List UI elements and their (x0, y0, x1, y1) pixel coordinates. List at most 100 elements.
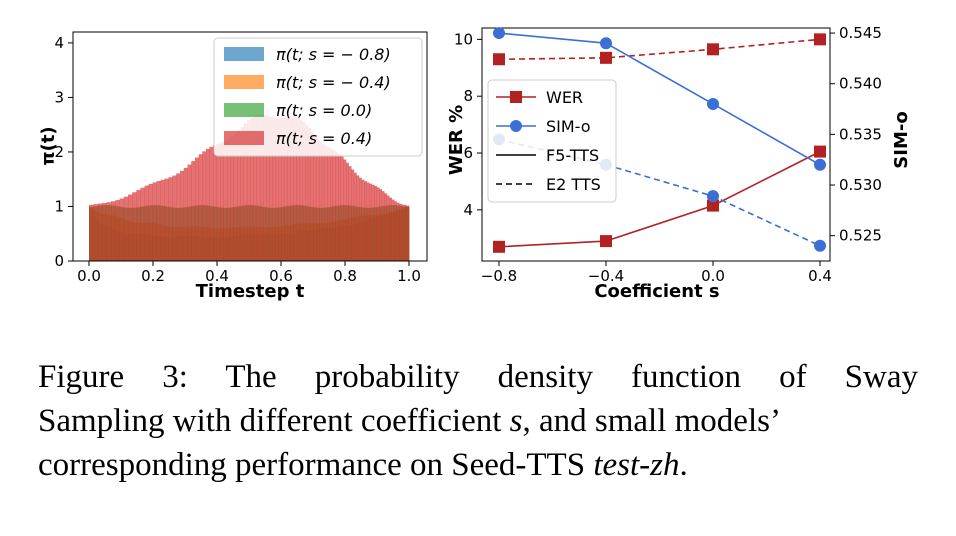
histogram-plot-frame (72, 31, 428, 262)
histogram-bar (332, 150, 336, 261)
histogram-bar (396, 202, 400, 261)
line-marker-circle (707, 97, 719, 110)
histogram-bar (209, 146, 214, 261)
histogram-y-tick-label: 3 (54, 88, 64, 106)
histogram-legend-label: π(t; s = − 0.8) (276, 45, 391, 64)
histogram-legend-swatch (224, 103, 264, 117)
histogram-bar (307, 128, 312, 261)
histogram-bar (381, 191, 385, 261)
histogram-series-3 (89, 114, 410, 262)
histogram-bar (290, 116, 294, 262)
caption-text-1: The probability density function of Sway (225, 359, 918, 395)
histogram-bar (243, 123, 248, 261)
line-legend-label: SIM-o (546, 117, 591, 136)
histogram-bar (194, 157, 199, 261)
histogram-bar (384, 193, 388, 261)
caption-text-3a: corresponding performance on Seed-TTS (38, 447, 594, 483)
caption-variable-s: s (509, 403, 523, 439)
histogram-bar (335, 151, 339, 261)
histogram-bar (223, 140, 228, 261)
histogram-bar (319, 141, 323, 261)
histogram-bar (358, 177, 362, 261)
line-marker-circle (493, 27, 505, 40)
histogram-bar (136, 189, 141, 261)
line-marker-square (707, 43, 719, 56)
histogram-bar (305, 124, 309, 261)
histogram-bar (93, 204, 99, 261)
histogram-bar (361, 179, 365, 261)
histogram-bar (313, 135, 317, 261)
caption-line-3: corresponding performance on Seed-TTS te… (38, 443, 918, 487)
histogram-bar (371, 184, 375, 261)
histogram-bar (391, 199, 395, 261)
histogram-bar (168, 177, 173, 261)
histogram-chart: 0.0 0.2 0.4 0.6 0.8 1.0 0 1 2 3 4 Timestep t π(t)… (38, 31, 428, 302)
histogram-y-tick-label: 0 (54, 252, 64, 270)
line-marker-square (493, 53, 505, 66)
line-series-wer-e2tts (493, 33, 826, 66)
histogram-bar (266, 115, 270, 261)
histogram-legend-label: π(t; s = 0.0) (276, 101, 372, 120)
histogram-bar (348, 166, 352, 261)
caption-text-2a: Sampling with different coefficient (38, 403, 510, 439)
histogram-bar (327, 147, 331, 261)
histogram-bar (156, 181, 161, 261)
line-right-y-tick-label: 0.535 (839, 125, 882, 143)
line-x-ticks: −0.8 −0.4 0.0 0.4 (481, 261, 832, 285)
histogram-bar (299, 119, 303, 262)
histogram-bar (284, 117, 288, 262)
histogram-legend-label: π(t; s = 0.4) (276, 129, 372, 148)
line-series-wer-f5tts (493, 145, 826, 253)
histogram-bar (324, 145, 328, 261)
histogram-x-ticks: 0.0 0.2 0.4 0.6 0.8 1.0 (77, 261, 421, 285)
histogram-y-tick-label: 2 (54, 143, 64, 161)
histogram-bar (144, 185, 149, 261)
histogram-bar (340, 156, 344, 261)
figure-3: 0.0 0.2 0.4 0.6 0.8 1.0 0 1 2 3 4 Timestep t π(t)… (38, 24, 912, 302)
histogram-bar (250, 117, 254, 261)
histogram-bar (226, 138, 231, 261)
histogram-bar (356, 175, 360, 261)
histogram-x-axis-label: Timestep t (196, 281, 305, 302)
line-x-tick-label: −0.4 (588, 267, 624, 285)
histogram-bar (316, 138, 320, 261)
histogram-bar (123, 196, 129, 261)
histogram-bar (115, 200, 120, 261)
histogram-bar (183, 167, 188, 261)
line-left-y-tick-label: 4 (463, 201, 473, 219)
histogram-bar (106, 202, 112, 261)
histogram-x-tick-label: 0.6 (269, 267, 293, 285)
histogram-bar (216, 143, 221, 261)
line-marker-circle (814, 239, 826, 252)
histogram-bar (376, 187, 380, 261)
histogram-bar (272, 117, 276, 262)
caption-dataset-name: test-zh (593, 447, 680, 483)
line-legend-label: F5-TTS (546, 146, 599, 165)
line-x-tick-label: −0.8 (481, 267, 517, 285)
line-left-y-tick-label: 6 (463, 144, 473, 162)
histogram-x-tick-label: 1.0 (397, 267, 421, 285)
histogram-bar (275, 117, 279, 261)
line-path (498, 38, 821, 61)
histogram-bar (256, 114, 261, 262)
line-marker-square (814, 33, 826, 46)
line-marker-square (493, 240, 505, 253)
line-legend-box (487, 79, 617, 203)
histogram-bar (293, 116, 297, 261)
line-marker-square (814, 145, 826, 158)
histogram-bar (389, 197, 392, 261)
histogram-bar (191, 161, 196, 261)
histogram-bar (353, 172, 357, 261)
histogram-y-tick-label: 4 (54, 34, 64, 52)
histogram-bar (321, 143, 325, 261)
histogram-bar (230, 136, 235, 261)
histogram-legend-swatch (224, 131, 264, 145)
histogram-legend-label: π(t; s = − 0.4) (276, 73, 391, 92)
histogram-bar (89, 204, 94, 261)
histogram-bar (102, 202, 107, 261)
line-right-y-axis-label: SIM-o (891, 111, 912, 168)
line-marker-circle (707, 190, 719, 203)
line-left-y-axis-label: WER % (446, 105, 467, 175)
histogram-bar (302, 121, 306, 261)
histogram-bar (278, 118, 282, 261)
